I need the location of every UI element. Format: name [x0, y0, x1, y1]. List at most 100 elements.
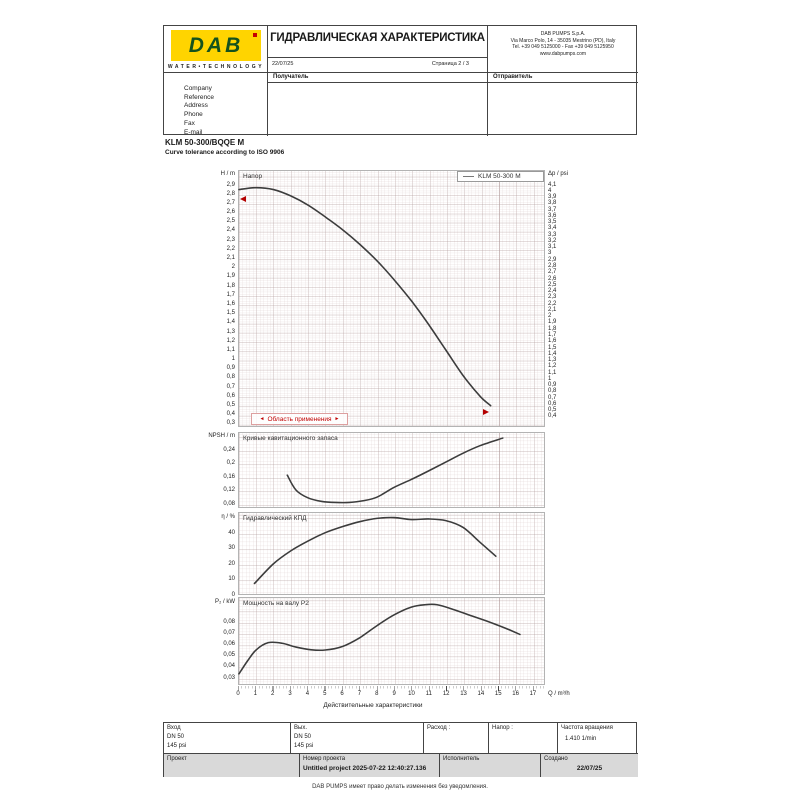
logo-cell: DAB WATER•TECHNOLOGY [164, 26, 268, 73]
application-range-label: Область применения [267, 415, 332, 423]
axis-tick-label: 1,6 [548, 338, 557, 345]
axis-tick-label: 3,9 [548, 194, 557, 201]
npsh-curve [286, 437, 504, 504]
axis-tick-label: 2,5 [548, 281, 557, 288]
axis-tick-label: 2 [231, 264, 235, 271]
power-chart: Мощность на валу P2 [238, 597, 545, 685]
axis-tick-label: 0,24 [223, 446, 235, 453]
axis-tick-label: 0,12 [223, 487, 235, 493]
axis-tick-label: 1 [548, 375, 552, 382]
axis-tick-label: 0,16 [223, 473, 235, 480]
axis-tick-label: 2,2 [548, 300, 557, 307]
axis-tick-label: 3,5 [548, 219, 557, 226]
axis-tick-label: 1,8 [548, 325, 557, 332]
axis-tick-label: 2,8 [548, 263, 557, 269]
axis-tick-label: 0,8 [226, 374, 235, 381]
axis-tick-label: 0,5 [226, 402, 235, 409]
axis-tick-label: 0,6 [548, 400, 557, 407]
axis-tick-label: 0,7 [226, 383, 235, 390]
head-curve-svg [238, 186, 492, 407]
y-axis-label-efficiency: η / % [221, 514, 235, 520]
axis-tick-label: 16 [512, 691, 519, 697]
npsh-curve-svg [286, 437, 504, 504]
plot-title-npsh: Кривые кавитационного запаса [243, 435, 338, 442]
axis-tick-label: 1,7 [226, 291, 235, 298]
range-right-arrow-icon: ► [334, 416, 340, 422]
axis-tick-label: 1,9 [548, 319, 557, 326]
axis-tick-label: 7 [357, 691, 362, 697]
axis-tick-label: 1 [253, 691, 258, 697]
outlet-dn: DN 50 [294, 734, 312, 740]
company-website: www.dabpumps.com [539, 50, 587, 57]
created-label: Создано [544, 756, 568, 762]
axis-tick-label: 3,4 [548, 225, 557, 232]
field-label-fax: Fax [184, 119, 195, 127]
axis-tick-label: 2,8 [226, 190, 235, 197]
inlet-dn: DN 50 [167, 734, 185, 740]
outlet-pressure: 145 psi [294, 743, 314, 749]
head-label: Напор : [492, 725, 513, 731]
axis-tick-label: 2,7 [226, 199, 235, 206]
axis-tick-label: 0,5 [548, 407, 557, 414]
created-value: 22/07/25 [576, 765, 603, 772]
project-number-label: Номер проекта [303, 756, 346, 762]
axis-tick-label: 2,1 [548, 306, 557, 313]
axis-tick-label: 8 [375, 691, 379, 697]
axis-tick-label: 1,2 [548, 363, 557, 370]
axis-tick-label: 1,8 [226, 282, 235, 289]
created-cell: Создано 22/07/25 [541, 754, 638, 777]
title-subrow: 22/07/25 Страница 2 / 3 [268, 57, 487, 73]
axis-tick-label: 1,6 [226, 300, 235, 307]
min-flow-arrow-icon [240, 196, 246, 202]
axis-tick-label: 2,2 [226, 245, 235, 252]
axis-tick-label: 10 [228, 576, 235, 582]
sender-label: Отправитель [488, 73, 638, 83]
axis-tick-label: 2,4 [548, 288, 557, 295]
axis-tick-label: 3,2 [548, 237, 557, 244]
axis-tick-label: 15 [494, 691, 502, 697]
plot-title-efficiency: Гидравлический КПД [243, 515, 307, 522]
axis-tick-label: 0,08 [223, 618, 235, 625]
axis-tick-label: 0,9 [226, 365, 235, 372]
axis-tick-label: 0,05 [223, 652, 235, 659]
axis-tick-label: 2,5 [226, 218, 235, 225]
plot-title-head: Напор [243, 173, 263, 180]
axis-tick-label: 0,04 [223, 663, 235, 670]
axis-tick-label: 0,4 [226, 411, 235, 418]
company-phone: Tel. +39 049 5125000 - Fax +39 049 51259… [512, 44, 614, 51]
axis-tick-label: 2,4 [226, 227, 235, 234]
y-axis-label-psi: Δp / psi [548, 171, 569, 177]
info-table: Вход DN 50 145 psi Вых. DN 50 145 psi Ра… [163, 722, 638, 777]
axis-tick-label: 3 [548, 250, 552, 257]
footer-note: DAB PUMPS имеет право делать изменения б… [312, 784, 488, 790]
project-number-cell: Номер проекта Untitled project 2025-07-2… [300, 754, 440, 777]
axis-tick-label: 0,9 [548, 382, 557, 389]
sender-field [488, 83, 638, 136]
power-curve-svg [238, 603, 521, 675]
legend-label: KLM 50-300 M [478, 173, 521, 180]
document-title: ГИДРАВЛИЧЕСКАЯ ХАРАКТЕРИСТИКА [270, 32, 485, 44]
axis-tick-label: 1,2 [226, 337, 235, 344]
field-label-phone: Phone [184, 111, 203, 119]
axis-tick-label: 0,3 [226, 420, 235, 427]
efficiency-curve [253, 516, 497, 585]
axis-tick-label: 1,5 [226, 310, 235, 317]
header-table: DAB WATER•TECHNOLOGY ГИДРАВЛИЧЕСКАЯ ХАРА… [163, 25, 638, 136]
axis-tick-label: 20 [228, 560, 235, 567]
axis-tick-label: 1,4 [226, 319, 235, 326]
y-axis-label-head: H / m [220, 171, 235, 177]
axis-tick-label: 0,6 [226, 392, 235, 399]
axis-tick-label: 1,3 [548, 357, 557, 364]
range-left-arrow-icon: ◄ [259, 416, 265, 422]
dab-logo: DAB [171, 30, 261, 61]
speed-label: Частота вращения [561, 725, 613, 731]
axis-tick-label: 0,07 [223, 629, 235, 636]
executor-cell: Исполнитель [440, 754, 541, 777]
axis-tick-label: 3,8 [548, 200, 557, 207]
y-axis-label-power: P₂ / kW [215, 599, 235, 605]
page-number: Страница 2 / 3 [431, 61, 469, 67]
efficiency-curve-svg [253, 516, 497, 585]
axis-tick-label: 5 [323, 691, 327, 697]
axis-tick-label: 2,6 [226, 209, 235, 216]
axis-tick-label: 1,1 [548, 369, 557, 376]
